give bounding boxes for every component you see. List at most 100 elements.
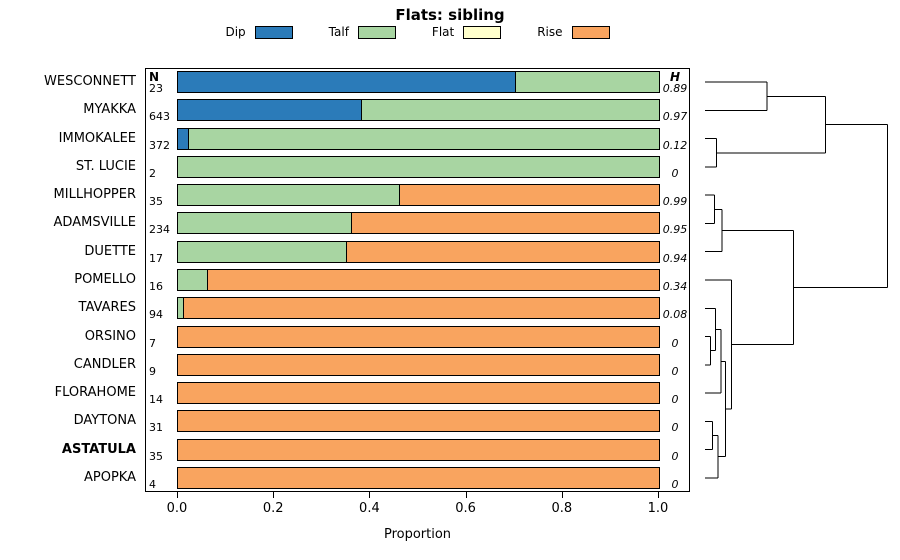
bar-segment-rise (351, 213, 659, 234)
bar-segment-dip (178, 100, 361, 121)
bar-segment-talf (178, 156, 659, 177)
legend-swatch (254, 25, 293, 39)
h-value: 0.97 (662, 110, 688, 124)
x-tick (369, 492, 371, 498)
n-value: 234 (149, 223, 170, 237)
bar-segment-talf (178, 213, 352, 234)
legend-entry-rise: Rise (537, 25, 610, 39)
h-value: 0.34 (662, 280, 688, 293)
legend-label: Dip (225, 25, 246, 39)
row-label: ADAMSVILLE (53, 215, 136, 231)
h-value: 0 (671, 336, 679, 350)
dendrogram (705, 81, 888, 479)
row-label: MILLHOPPER (53, 187, 136, 203)
bar-segment-dip (178, 72, 515, 93)
x-tick-label: 0.8 (551, 501, 573, 516)
stacked-bar (177, 99, 660, 122)
bar-segment-talf (178, 185, 400, 206)
row-label: ASTATULA (61, 441, 136, 457)
bar-segment-rise (178, 439, 659, 460)
h-value: 0 (671, 449, 679, 463)
x-tick (658, 492, 659, 498)
h-value: 0 (671, 477, 679, 491)
x-axis-title: Proportion (383, 527, 452, 542)
x-tick-label: 0.0 (166, 501, 188, 516)
legend-swatch (571, 25, 610, 39)
n-value: 2 (149, 166, 156, 180)
h-value: 0.12 (662, 138, 688, 152)
legend-swatch (357, 25, 396, 39)
stacked-bar (177, 353, 660, 376)
row-label: WESCONNETT (44, 74, 136, 90)
h-value: 0.99 (662, 195, 688, 209)
row-label: MYAKKA (83, 102, 136, 118)
stacked-bar (177, 382, 660, 405)
n-value: 35 (149, 449, 163, 463)
x-tick (465, 492, 467, 498)
stacked-bar (177, 410, 660, 433)
row-label: IMMOKALEE (58, 130, 136, 146)
stacked-bar (177, 240, 660, 263)
legend-label: Flat (431, 25, 455, 39)
n-value: 7 (149, 336, 156, 350)
bar-segment-rise (182, 298, 659, 319)
bar-segment-rise (178, 411, 659, 432)
bar-segment-rise (178, 383, 659, 404)
row-label: APOPKA (84, 469, 136, 485)
chart-title: Flats: sibling (395, 6, 505, 24)
legend-swatch (463, 25, 502, 39)
stacked-bar (177, 184, 660, 207)
n-value: 23 (149, 82, 163, 96)
n-column-header: N (149, 70, 160, 84)
row-label: ORSINO (84, 328, 136, 344)
stacked-bar (177, 325, 660, 348)
stacked-bar (177, 297, 660, 320)
row-label: ST. LUCIE (75, 158, 136, 174)
n-value: 9 (149, 364, 156, 378)
h-value: 0.89 (662, 82, 688, 96)
x-tick (177, 492, 178, 498)
h-value: 0.94 (662, 251, 688, 265)
bar-segment-talf (187, 128, 659, 149)
n-value: 94 (149, 308, 163, 322)
h-value: 0 (671, 421, 679, 435)
stacked-bar (177, 212, 660, 235)
stacked-bar (177, 127, 660, 150)
bar-segment-talf (178, 270, 207, 290)
bar-segment-talf (514, 72, 659, 93)
x-tick-label: 0.4 (359, 501, 380, 516)
h-value: 0 (671, 166, 679, 180)
bar-segment-rise (399, 185, 659, 206)
h-value: 0 (671, 364, 679, 378)
h-value: 0.08 (662, 308, 688, 322)
row-label: DAYTONA (73, 413, 136, 429)
bar-segment-rise (206, 270, 659, 290)
x-tick-label: 0.2 (262, 501, 284, 516)
h-value: 0.95 (662, 223, 688, 237)
bar-segment-dip (178, 128, 188, 149)
n-value: 643 (149, 110, 170, 124)
n-value: 14 (149, 393, 163, 407)
n-value: 4 (149, 477, 156, 491)
n-value: 31 (149, 421, 163, 435)
x-tick (273, 492, 275, 498)
stacked-bar (177, 466, 660, 489)
bar-segment-rise (178, 467, 659, 488)
legend-label: Rise (537, 25, 563, 39)
bar-segment-talf (178, 298, 183, 319)
bar-segment-talf (178, 241, 347, 262)
stacked-bar (177, 71, 660, 94)
bar-segment-rise (178, 326, 659, 347)
x-tick-label: 0.6 (455, 501, 476, 516)
legend-label: Talf (328, 25, 349, 39)
bar-segment-rise (346, 241, 659, 262)
legend: Dip Talf Flat Rise (145, 25, 690, 39)
n-value: 17 (149, 251, 163, 265)
n-value: 16 (149, 280, 163, 293)
bar-segment-talf (360, 100, 659, 121)
row-label: CANDLER (73, 356, 136, 372)
stacked-bar (177, 155, 660, 178)
n-value: 372 (149, 138, 170, 152)
legend-entry-talf: Talf (329, 25, 396, 39)
